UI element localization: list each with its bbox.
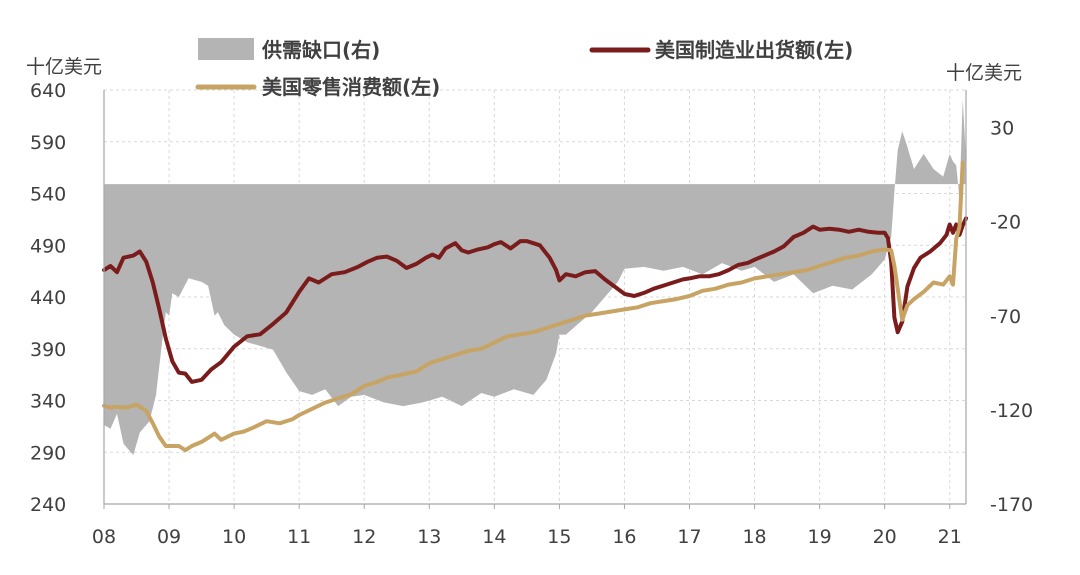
left-tick-label: 590 [30,132,66,154]
series-area-gap [104,99,966,456]
right-tick-label: -170 [990,494,1033,516]
left-tick-label: 440 [30,287,66,309]
left-tick-label: 490 [30,235,66,257]
x-tick-label: 20 [873,526,897,548]
series-line-retail [102,160,965,453]
left-tick-label: 540 [30,184,66,206]
right-tick-label: 30 [990,118,1014,140]
right-axis-unit: 十亿美元 [946,62,1022,84]
legend-item-manufacturing: 美国制造业出货额(左) [589,38,853,62]
left-tick-label: 390 [30,339,66,361]
series-line-manufacturing [102,216,968,384]
series-lines-layer [102,160,968,453]
x-tick-label: 18 [742,526,766,548]
legend-label-gap: 供需缺口(右) [261,38,380,62]
legend-item-retail: 美国零售消费额(左) [195,75,440,99]
x-tick-label: 19 [808,526,832,548]
x-tick-label: 17 [677,526,701,548]
left-tick-label: 290 [30,442,66,464]
legend: 供需缺口(右) 美国制造业出货额(左) 美国零售消费额(左) [195,38,853,99]
left-axis-unit: 十亿美元 [26,56,102,78]
legend-label-retail: 美国零售消费额(左) [262,75,440,99]
x-tick-label: 16 [612,526,636,548]
x-tick-label: 13 [417,526,441,548]
right-tick-label: -70 [990,306,1021,328]
axes-layer: 240 290 340 390 440 490 540 590 640 -170 -120 -70 -2… [30,80,1033,548]
x-tick-label: 08 [92,526,116,548]
right-tick-label: -20 [990,212,1021,234]
x-tick-label: 15 [547,526,571,548]
x-tick-label: 10 [222,526,246,548]
x-tick-label: 09 [157,526,181,548]
legend-label-manufacturing: 美国制造业出货额(左) [655,38,853,62]
legend-item-gap: 供需缺口(右) [198,38,380,62]
legend-swatch-gap [198,38,254,60]
left-tick-label: 340 [30,391,66,413]
gap-area-layer [104,99,966,456]
x-tick-label: 12 [352,526,376,548]
x-tick-label: 11 [287,526,311,548]
left-tick-label: 640 [30,80,66,102]
right-tick-label: -120 [990,400,1033,422]
left-tick-label: 240 [30,494,66,516]
x-tick-label: 14 [482,526,506,548]
x-tick-label: 21 [938,526,962,548]
